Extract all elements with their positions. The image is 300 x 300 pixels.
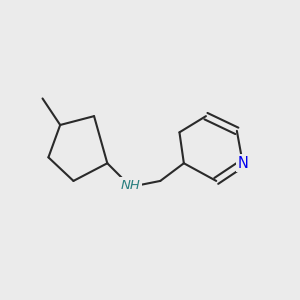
Text: NH: NH (121, 179, 141, 192)
Text: N: N (237, 156, 248, 171)
